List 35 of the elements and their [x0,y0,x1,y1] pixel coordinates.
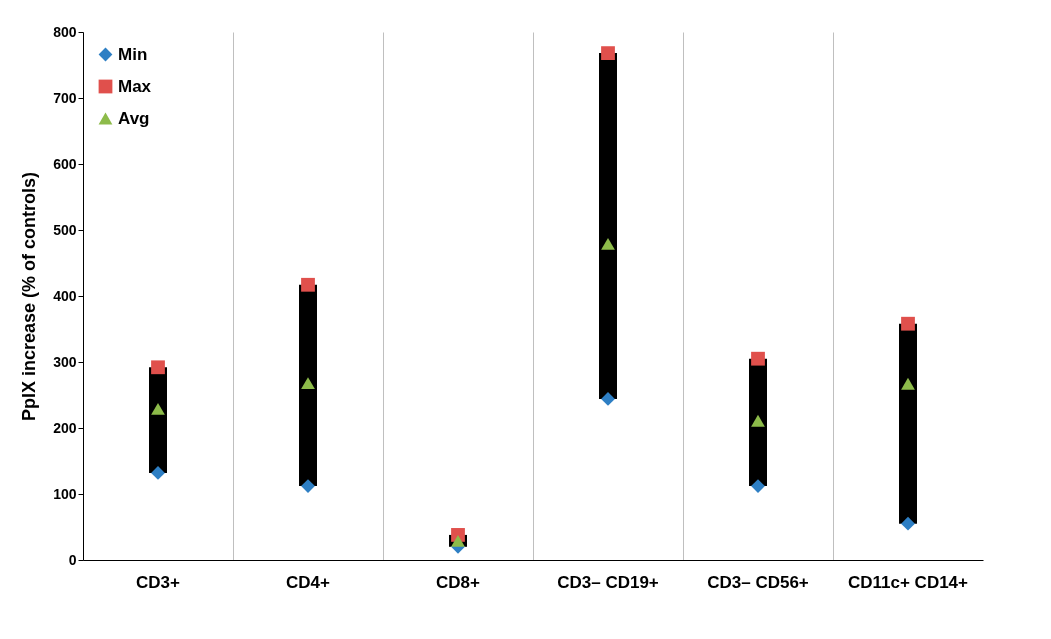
point [601,237,615,250]
x-tick-label: CD3+ [136,572,181,592]
point [751,351,765,366]
legend-label: Min [118,44,148,64]
point [751,414,765,427]
point [601,46,615,61]
y-tick-label: 100 [53,485,77,502]
y-tick-label: 300 [53,353,77,370]
point [901,516,915,531]
y-tick-label: 500 [53,221,77,238]
y-tick-label: 600 [53,155,77,172]
x-tick-label: CD3– CD19+ [557,572,659,592]
y-axis-title: PpIX increase (% of controls) [19,171,40,422]
bar [899,323,917,524]
point [151,360,165,375]
bar [749,358,767,487]
y-tick-label: 700 [53,89,77,106]
point [901,316,915,331]
y-tick-label: 200 [53,419,77,436]
legend-label: Avg [118,108,150,128]
point [151,465,165,480]
point [151,402,165,415]
bar [599,53,617,399]
x-tick-label: CD8+ [436,572,481,592]
x-tick-label: CD11c+ CD14+ [847,572,969,592]
y-tick-label: 0 [68,551,77,568]
y-tick-label: 800 [53,23,77,40]
x-tick-label: CD3– CD56+ [707,572,809,592]
y-tick-label: 400 [53,287,77,304]
point [301,377,315,390]
x-tick-label: CD4+ [286,572,331,592]
bar [299,284,317,487]
point [901,377,915,390]
point [301,277,315,292]
legend-label: Max [118,76,152,96]
